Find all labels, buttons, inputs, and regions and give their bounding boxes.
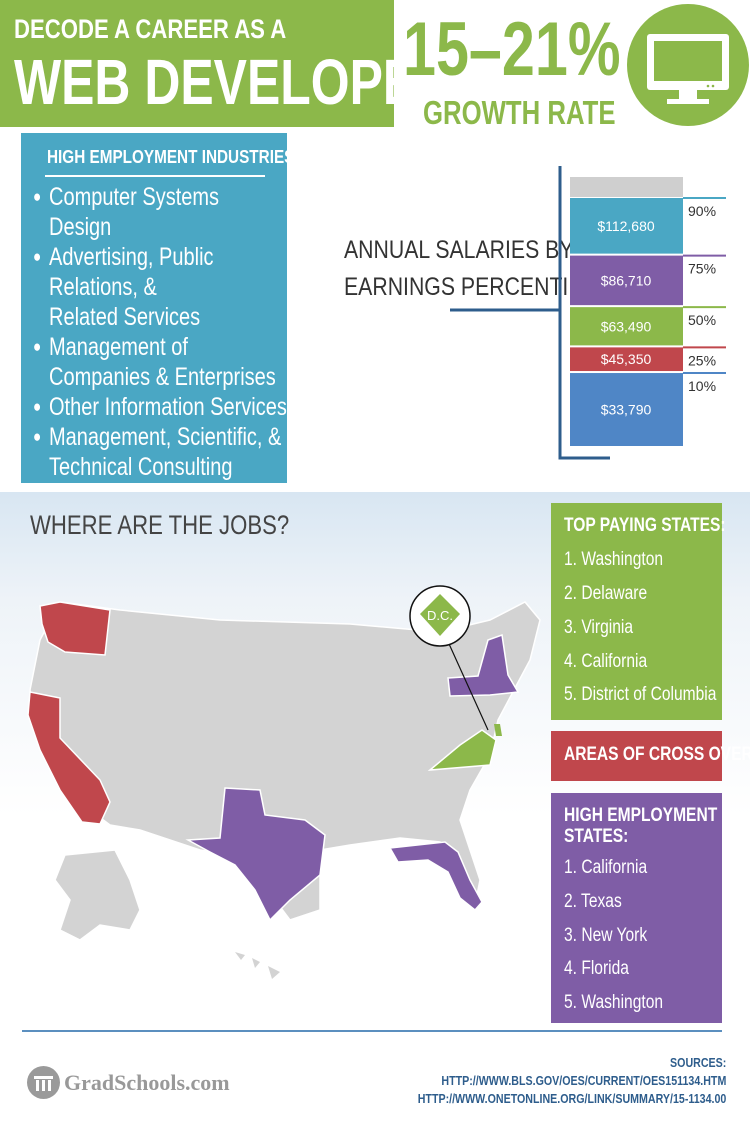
bar <box>570 347 683 372</box>
salary-bar-75: $86,710 75% <box>570 254 726 306</box>
footer-divider <box>22 1030 722 1032</box>
salary-chart: $112,680 90% $86,710 75% $63,490 50% $45,350 25… <box>450 166 726 460</box>
title-small: DECODE A CAREER AS A <box>14 14 287 44</box>
percentile-label: 75% <box>688 261 716 277</box>
salary-bar-90: $112,680 90% <box>570 197 726 254</box>
bar-value-label: $86,710 <box>601 272 652 288</box>
list-item: 3. Virginia <box>564 617 634 638</box>
salary-title-line-2: EARNINGS PERCENTILE <box>344 273 595 301</box>
dc-shape <box>420 594 460 636</box>
growth-rate-label: GROWTH RATE <box>423 94 616 131</box>
bar-value-label: $45,350 <box>601 351 652 367</box>
state-virginia <box>427 729 497 771</box>
bar <box>570 373 683 446</box>
high-employment-title-2: STATES: <box>564 826 629 847</box>
percentile-label: 25% <box>688 352 716 368</box>
us-map: D.C. <box>27 585 541 979</box>
sources-label: SOURCES: <box>669 1055 726 1070</box>
map-title: WHERE ARE THE JOBS? <box>30 510 290 540</box>
list-item: Management, Scientific, & Technical Cons… <box>33 422 289 482</box>
bar-value-label: $112,680 <box>597 218 655 234</box>
logo-icon <box>27 1066 60 1099</box>
list-item: 5. District of Columbia <box>564 684 717 705</box>
salary-chart-title: ANNUAL SALARIES BY EARNINGS PERCENTILE <box>344 232 594 306</box>
title-banner: DECODE A CAREER AS A WEB DEVELOPER <box>0 0 452 127</box>
list-item: 1. California <box>564 857 648 878</box>
top-paying-panel: TOP PAYING STATES: 1. Washington 2. Dela… <box>551 503 726 720</box>
alaska <box>54 849 141 941</box>
bar <box>570 255 683 306</box>
bracket <box>558 166 610 460</box>
state-california <box>27 691 111 825</box>
list-item: Computer Systems Design <box>33 182 225 242</box>
bar <box>570 307 683 346</box>
state-florida <box>388 841 483 912</box>
list-item: 4. California <box>564 651 648 672</box>
sources: SOURCES: HTTP://WWW.BLS.GOV/OES/CURRENT/… <box>417 1054 726 1108</box>
salary-title-line-1: ANNUAL SALARIES BY <box>344 236 574 264</box>
list-item: 2. Delaware <box>564 583 648 604</box>
percentile-label: 50% <box>688 312 716 328</box>
state-washington <box>39 601 111 656</box>
list-item: 4. Florida <box>564 958 629 979</box>
list-item: Other Information Services <box>33 392 305 422</box>
hawaii <box>235 952 280 979</box>
monitor-icon <box>627 4 749 126</box>
industries-panel: HIGH EMPLOYMENT INDUSTRIES Computer Syst… <box>21 133 294 483</box>
state-delaware <box>494 724 502 736</box>
salary-bar-10: $33,790 10% <box>570 372 726 446</box>
salary-bar-50: $63,490 50% <box>570 306 726 346</box>
dc-label: D.C. <box>427 608 453 623</box>
bar-value-label: $63,490 <box>601 318 652 334</box>
cross-over-label: AREAS OF CROSS OVER <box>564 744 750 765</box>
divider <box>45 175 265 177</box>
logo-text: GradSchools.com <box>64 1070 230 1095</box>
top-paying-title: TOP PAYING STATES: <box>564 515 726 536</box>
industries-title: HIGH EMPLOYMENT INDUSTRIES <box>47 147 295 167</box>
list-item: 3. New York <box>564 925 648 946</box>
cross-over-legend: AREAS OF CROSS OVER <box>551 731 750 781</box>
bar-value-label: $33,790 <box>601 402 652 418</box>
state-texas <box>185 787 326 922</box>
source-link-1[interactable]: HTTP://WWW.BLS.GOV/OES/CURRENT/OES151134… <box>441 1073 726 1088</box>
high-employment-panel: HIGH EMPLOYMENT STATES: 1. California 2.… <box>551 793 722 1023</box>
bar <box>570 198 683 254</box>
percentile-label: 10% <box>688 378 716 394</box>
industries-list: Computer Systems Design Advertising, Pub… <box>33 182 333 482</box>
bar-cap <box>570 177 683 197</box>
dc-pointer <box>444 634 489 731</box>
high-employment-title-1: HIGH EMPLOYMENT <box>564 805 718 826</box>
list-item: 1. Washington <box>564 549 664 570</box>
source-link-2[interactable]: HTTP://WWW.ONETONLINE.ORG/LINK/SUMMARY/1… <box>417 1091 726 1106</box>
percentile-label: 90% <box>688 203 716 219</box>
salary-bar-25: $45,350 25% <box>570 346 726 372</box>
list-item: 5. Washington <box>564 992 664 1013</box>
page-title: WEB DEVELOPER <box>14 46 453 118</box>
list-item: 2. Texas <box>564 891 622 912</box>
growth-rate-value: 15–21% <box>403 7 621 92</box>
list-item: Advertising, Public Relations, & Related… <box>33 242 225 332</box>
list-item: Management of Companies & Enterprises <box>33 332 289 392</box>
